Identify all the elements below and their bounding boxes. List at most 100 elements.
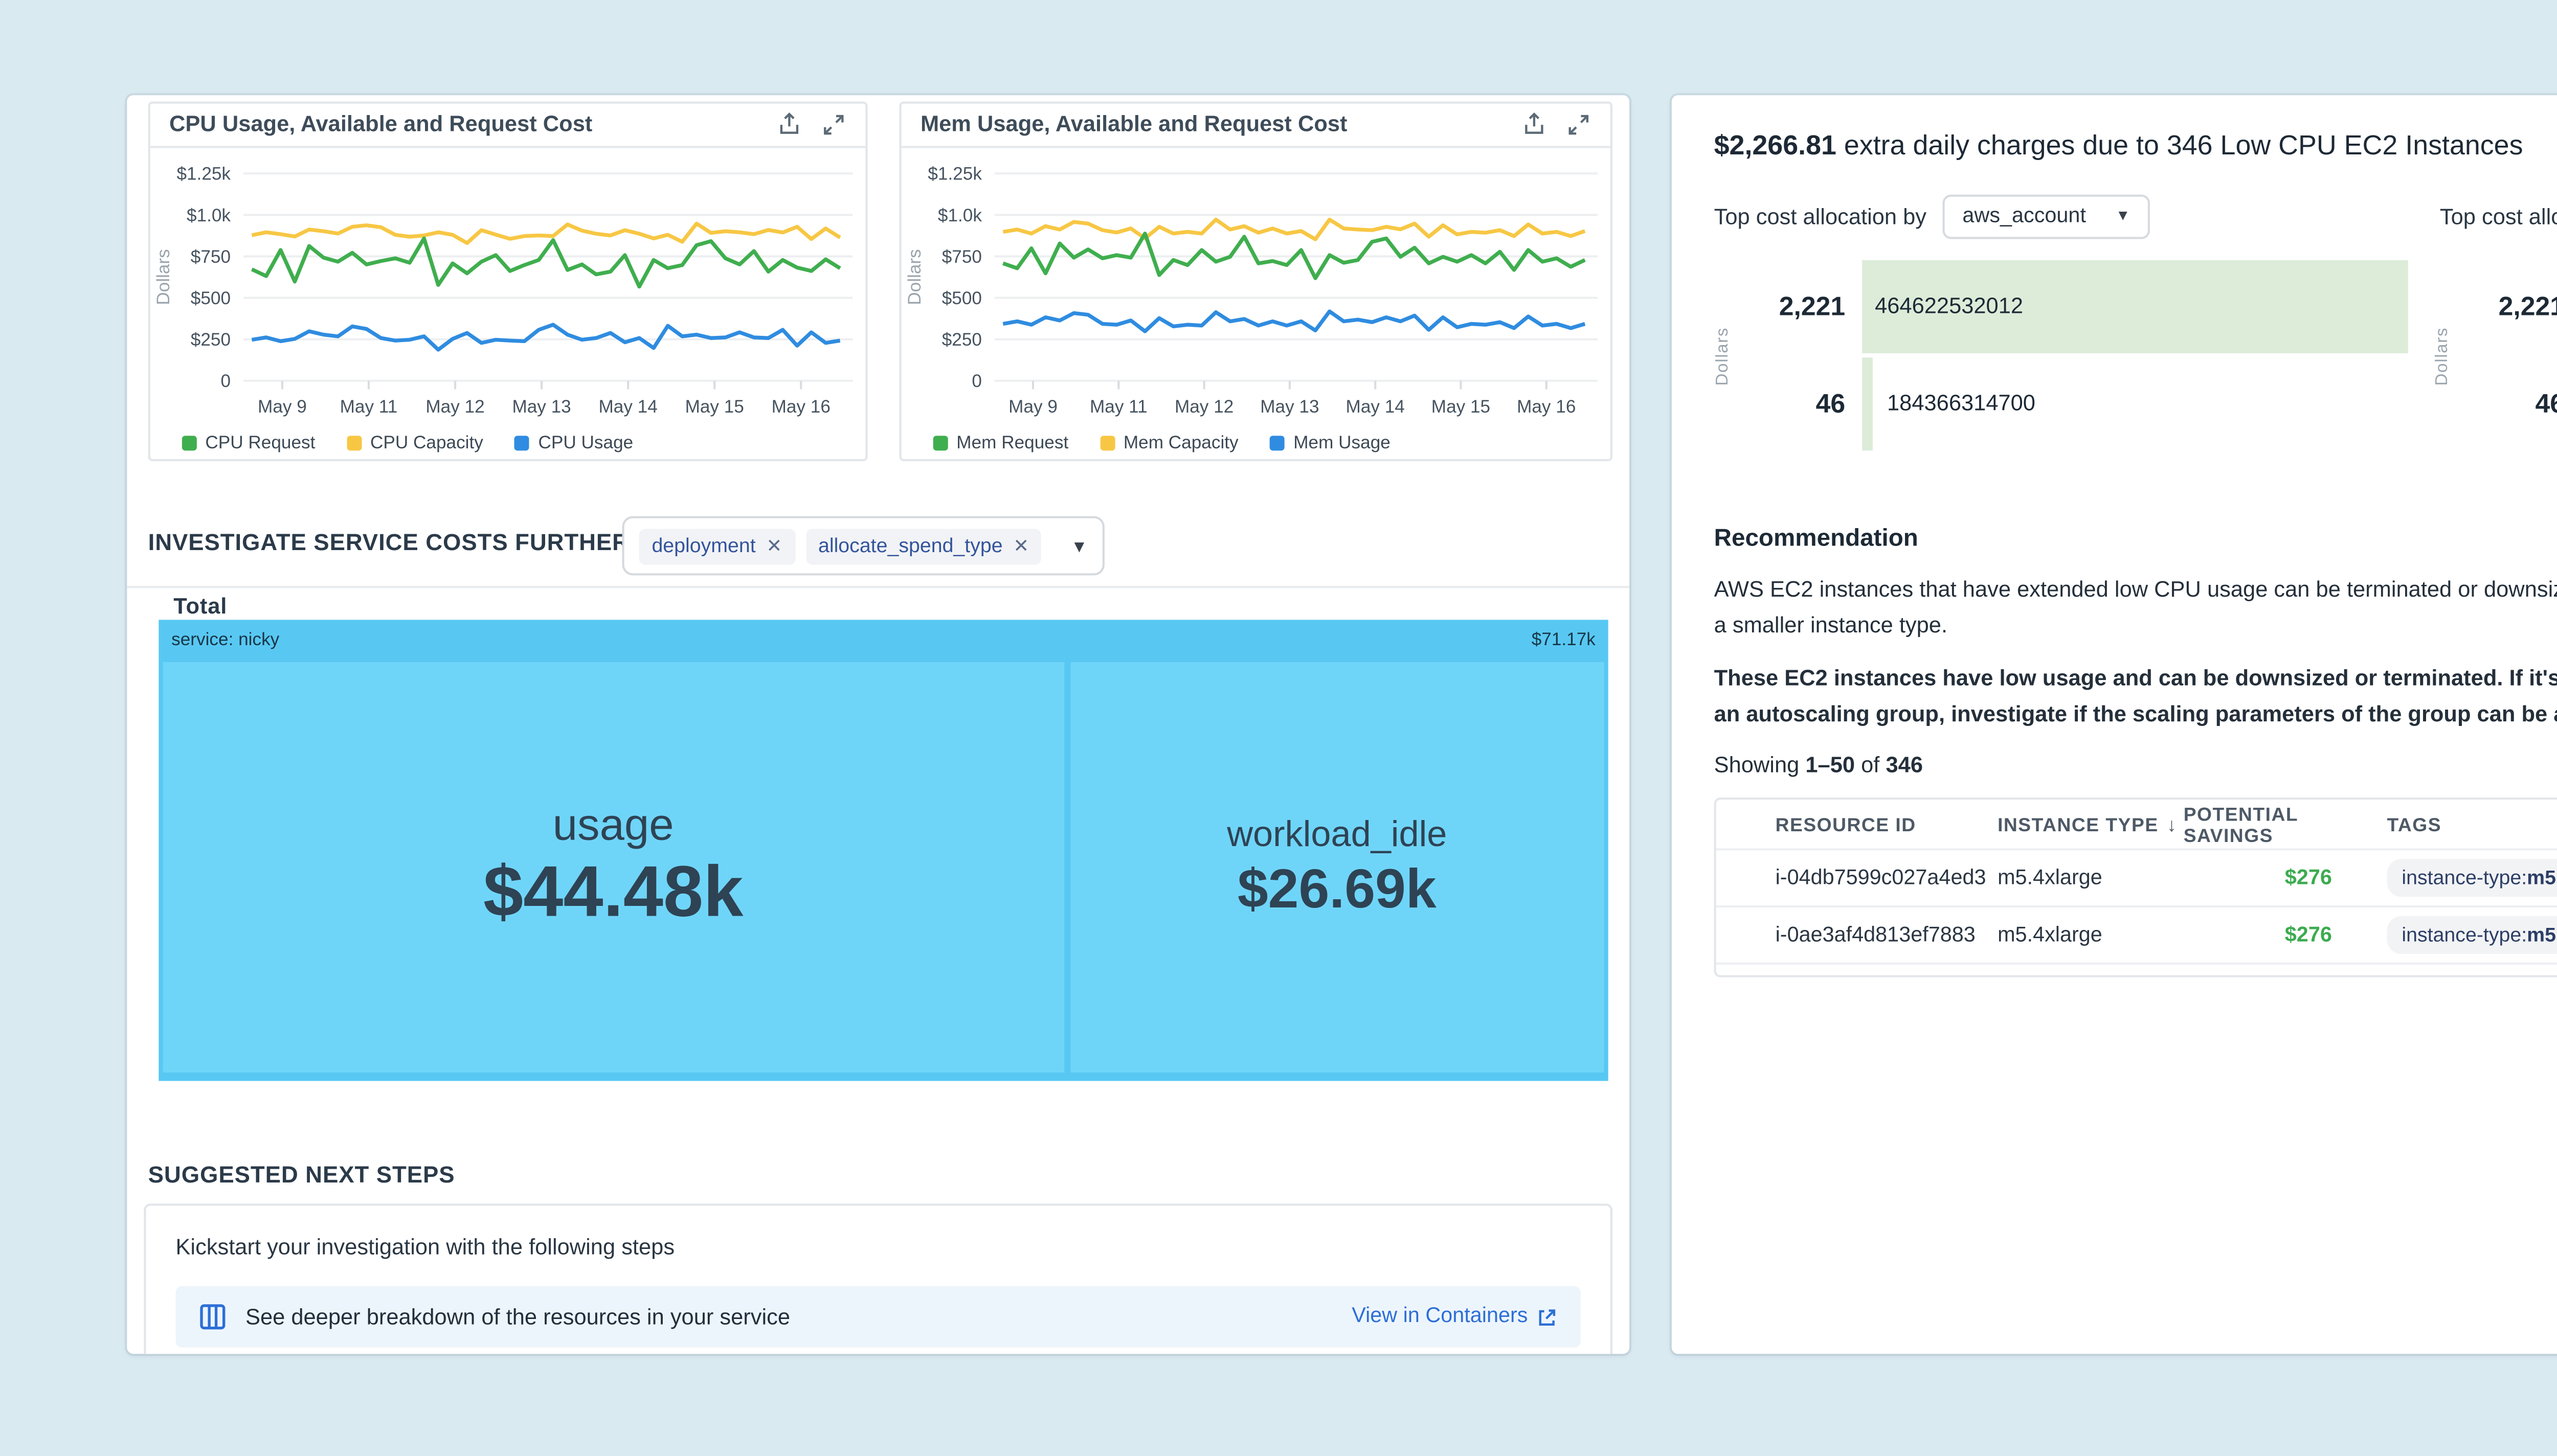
- svg-text:$750: $750: [191, 247, 231, 267]
- svg-text:May 14: May 14: [1346, 397, 1405, 417]
- cell-tags: instance-type:m5.4xlargekernel:nonek8s.i…: [2353, 858, 2557, 897]
- svg-text:$250: $250: [191, 330, 231, 350]
- chevron-down-icon[interactable]: ▼: [1071, 536, 1088, 556]
- svg-text:May 9: May 9: [258, 397, 307, 417]
- remove-filter-icon[interactable]: ✕: [766, 534, 782, 556]
- cell-potential-savings: $276: [2284, 866, 2332, 890]
- svg-text:Dollars: Dollars: [153, 249, 173, 305]
- ec2-recommendation-panel: $2,266.81 extra daily charges due to 346…: [1671, 95, 2557, 1354]
- svg-text:$1.25k: $1.25k: [176, 164, 231, 184]
- view-in-containers-link[interactable]: View in Containers: [1352, 1305, 1557, 1329]
- bar-184366314700[interactable]: 184366314700: [1862, 357, 2408, 451]
- suggested-steps-card: Kickstart your investigation with the fo…: [144, 1203, 1613, 1354]
- svg-text:May 16: May 16: [1517, 397, 1576, 417]
- table-body: i-04db7599c027a4ed3 m5.4xlarge $276 instanc…: [1716, 848, 2557, 977]
- svg-text:May 11: May 11: [1090, 397, 1148, 417]
- legend-item[interactable]: Mem Request: [933, 431, 1068, 452]
- cpu-line-chart: $1.25k $1.0k $750 $500 $250 0 May 9 May 11 May 1…: [153, 164, 853, 417]
- investigate-section-label: INVESTIGATE SERVICE COSTS FURTHER BY: [148, 531, 670, 557]
- svg-text:0: 0: [220, 371, 231, 391]
- export-icon[interactable]: [1521, 112, 1547, 138]
- cpu-chart-header: CPU Usage, Available and Request Cost: [150, 104, 866, 148]
- legend-swatch: [1100, 435, 1115, 450]
- col-tags[interactable]: TAGS: [2387, 813, 2442, 835]
- svg-text:May 16: May 16: [772, 397, 831, 417]
- svg-text:May 9: May 9: [1008, 397, 1058, 417]
- legend-item[interactable]: Mem Capacity: [1100, 431, 1239, 453]
- treemap-group-total: $71.17k: [1531, 627, 1596, 649]
- cell-instance-type: m5.4xlarge: [1998, 923, 2102, 947]
- table-row[interactable]: i-0ae3af4d813ef7883 m5.4xlarge $276 instanc…: [1716, 905, 2557, 963]
- allocation-control-account: Top cost allocation by aws_account ▼: [1714, 194, 2149, 239]
- col-potential-savings[interactable]: ↓ POTENTIAL SAVINGS: [2167, 803, 2298, 846]
- bar-value: 46: [2535, 389, 2557, 419]
- legend-label: CPU Capacity: [370, 431, 483, 453]
- legend-item[interactable]: CPU Usage: [514, 431, 633, 452]
- svg-text:$500: $500: [942, 288, 982, 308]
- table-header-row: RESOURCE ID INSTANCE TYPE ↓ POTENTIAL SA…: [1716, 800, 2557, 848]
- expand-icon[interactable]: [1566, 112, 1591, 138]
- legend-label: Mem Capacity: [1123, 431, 1239, 453]
- recommendation-title: Recommendation: [1714, 527, 1918, 552]
- filter-pill-deployment[interactable]: deployment ✕: [639, 528, 795, 564]
- treemap-group-header[interactable]: service: nicky $71.17k: [159, 620, 1608, 655]
- tag-pill[interactable]: instance-type:m5.4xlarge: [2387, 916, 2557, 954]
- chevron-down-icon: ▼: [2115, 209, 2130, 224]
- tag-pill: [2387, 976, 2557, 977]
- account-bar-chart: Dollars 2,221 464622532012 46 184366314700: [1710, 260, 2408, 455]
- svg-text:May 11: May 11: [340, 397, 398, 417]
- legend-item[interactable]: Mem Usage: [1270, 431, 1390, 452]
- step-text: See deeper breakdown of the resources in…: [245, 1304, 791, 1330]
- legend-swatch: [514, 435, 530, 450]
- table-row[interactable]: +57: [1716, 962, 2557, 977]
- sort-down-icon: ↓: [2167, 813, 2178, 835]
- svg-text:May 13: May 13: [512, 397, 571, 417]
- bar-ylabel: Dollars: [2432, 326, 2452, 385]
- tag-pill[interactable]: instance-type:m5.4xlarge: [2387, 858, 2557, 897]
- table-row[interactable]: i-04db7599c027a4ed3 m5.4xlarge $276 instanc…: [1716, 848, 2557, 905]
- aws-account-select[interactable]: aws_account ▼: [1943, 194, 2149, 239]
- bar-ylabel: Dollars: [1713, 326, 1732, 385]
- investigate-filter-control[interactable]: deployment ✕ allocate_spend_type ✕ ▼: [622, 516, 1105, 576]
- cpu-chart-card: CPU Usage, Available and Request Cost $1…: [148, 101, 868, 462]
- filter-pill-allocate-spend-type[interactable]: allocate_spend_type ✕: [805, 528, 1042, 564]
- bar-fill: [1862, 260, 2408, 354]
- treemap-group-label: service: nicky: [171, 627, 280, 649]
- svg-text:$1.0k: $1.0k: [938, 206, 982, 225]
- headline-amount: $2,266.81: [1714, 129, 1836, 161]
- bar-464622532012[interactable]: 464622532012: [1862, 260, 2408, 354]
- col-instance-type[interactable]: INSTANCE TYPE: [1998, 813, 2159, 835]
- mem-chart-title: Mem Usage, Available and Request Cost: [920, 112, 1348, 138]
- external-link-icon: [1539, 1308, 1556, 1325]
- treemap-total-label: Total: [173, 594, 228, 620]
- svg-text:Dollars: Dollars: [905, 249, 925, 305]
- col-resource-id[interactable]: RESOURCE ID: [1775, 813, 1916, 835]
- mem-chart-header: Mem Usage, Available and Request Cost: [901, 104, 1610, 148]
- legend-item[interactable]: CPU Request: [182, 431, 316, 453]
- section-divider: [127, 586, 1630, 588]
- cell-resource-id: i-0ae3af4d813ef7883: [1775, 923, 1976, 947]
- svg-text:$750: $750: [942, 247, 982, 267]
- legend-swatch: [933, 435, 948, 450]
- legend-label: CPU Request: [205, 431, 316, 453]
- cell-potential-savings: $276: [2284, 923, 2332, 947]
- suggested-steps-heading: SUGGESTED NEXT STEPS: [148, 1163, 455, 1189]
- remove-filter-icon[interactable]: ✕: [1013, 534, 1029, 556]
- service-costs-panel: CPU Usage, Available and Request Cost $1…: [127, 95, 1630, 1354]
- step-row-containers[interactable]: See deeper breakdown of the resources in…: [175, 1286, 1581, 1348]
- legend-swatch: [347, 435, 362, 450]
- legend-label: Mem Request: [956, 431, 1069, 453]
- svg-text:May 15: May 15: [685, 397, 744, 417]
- steps-intro: Kickstart your investigation with the fo…: [175, 1235, 675, 1261]
- bar-category-label: 184366314700: [1887, 391, 2035, 417]
- treemap-cell-workload-idle[interactable]: workload_idle $26.69k: [1070, 662, 1604, 1073]
- svg-text:$1.0k: $1.0k: [187, 206, 231, 225]
- export-icon[interactable]: [777, 112, 802, 138]
- mem-chart-legend: Mem Request Mem Capacity Mem Usage: [902, 425, 1610, 459]
- treemap-cell-usage[interactable]: usage $44.48k: [163, 662, 1064, 1073]
- legend-item[interactable]: CPU Capacity: [347, 431, 483, 452]
- resources-table: RESOURCE ID INSTANCE TYPE ↓ POTENTIAL SA…: [1714, 797, 2557, 977]
- legend-swatch: [1270, 435, 1285, 450]
- expand-icon[interactable]: [821, 112, 846, 138]
